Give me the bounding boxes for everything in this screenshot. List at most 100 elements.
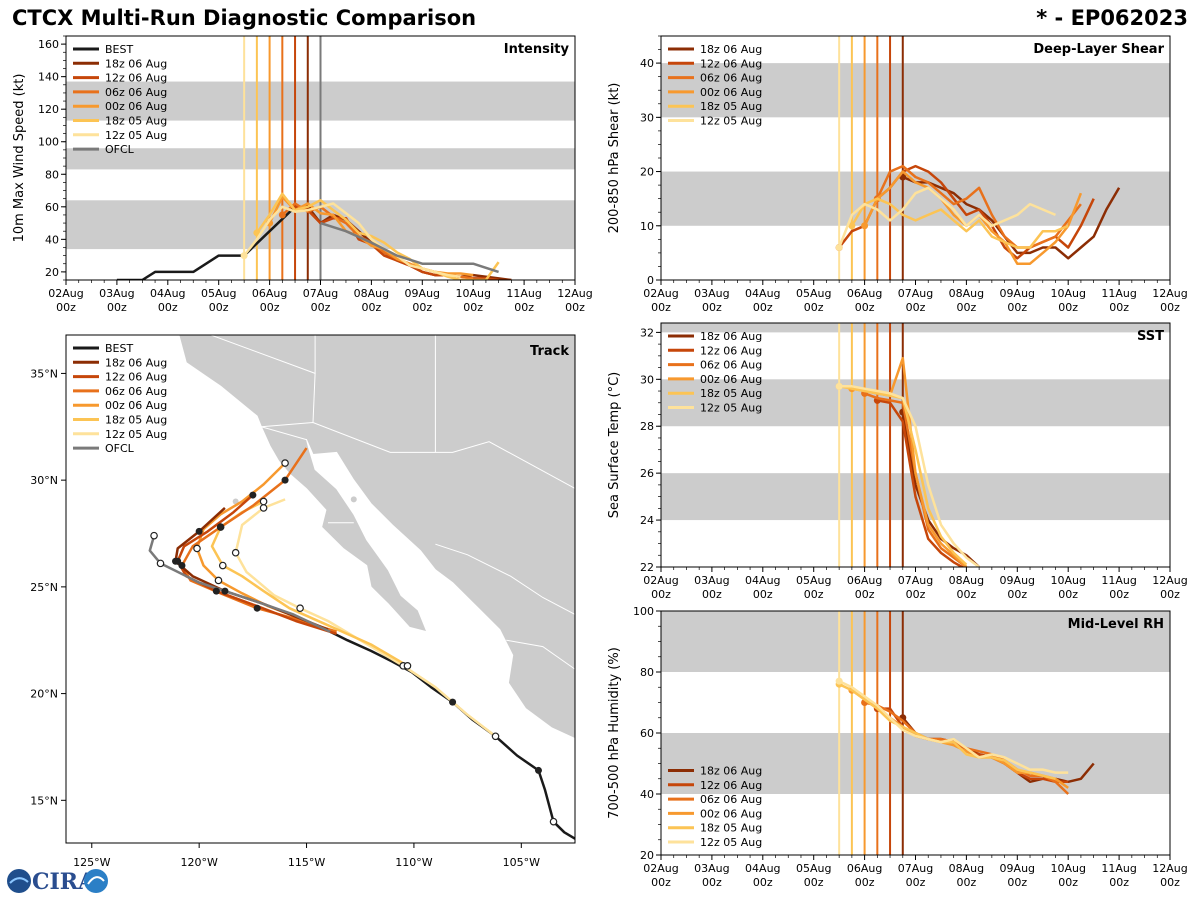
page-title: CTCX Multi-Run Diagnostic Comparison [12, 6, 477, 30]
track-point-open [403, 662, 412, 670]
y-tick-label: 28 [640, 420, 654, 433]
series-line-18z-05-aug [850, 197, 1069, 249]
x-tick-hour: 00z [311, 301, 331, 314]
legend-label-sst: 00z 06 Aug [700, 373, 762, 386]
y-tick-label: 30 [640, 111, 654, 124]
x-tick-label: 11Aug 00z [1101, 862, 1136, 889]
plot-area-sst [661, 323, 1170, 567]
x-tick-hour: 00z [1160, 301, 1180, 314]
x-tick-hour: 00z [906, 301, 926, 314]
x-tick-label: 03Aug 00z [694, 862, 729, 889]
legend-label-intensity: 06z 06 Aug [105, 86, 167, 99]
x-tick-date: 08Aug [949, 862, 984, 875]
x-tick-label: 06Aug 00z [252, 287, 287, 314]
series-line-12z-05-aug [243, 202, 461, 278]
map-border-state [209, 335, 316, 423]
threshold-band [661, 733, 1170, 794]
series-line-06z-06-aug [876, 164, 1082, 249]
x-tick-date: 06Aug [847, 574, 882, 587]
x-tick-date: 12Aug [1152, 574, 1187, 587]
legend-label-intensity: 12z 05 Aug [105, 129, 167, 142]
x-tick-date: 02Aug [643, 287, 678, 300]
x-tick-label: 115°W [288, 856, 325, 869]
x-tick-label: 09Aug 00z [1000, 574, 1035, 601]
threshold-band [661, 379, 1170, 427]
track-point-filled [212, 587, 220, 595]
x-tick-label: 04Aug 00z [745, 287, 780, 314]
x-tick-date: 07Aug [898, 574, 933, 587]
axes-frame-track [65, 334, 576, 844]
series-init-marker [240, 252, 248, 260]
threshold-band [661, 323, 1170, 333]
series-line-12z-05-aug [837, 186, 1056, 248]
series-line-12z-05-aug [839, 385, 980, 567]
x-tick-label: 110°W [395, 856, 432, 869]
x-tick-hour: 00z [957, 588, 977, 601]
x-tick-label: 07Aug 00z [898, 574, 933, 601]
y-axis-label: 10m Max Wind Speed (kt) [12, 74, 27, 243]
x-tick-label: 12Aug 00z [1152, 574, 1187, 601]
x-tick-hour: 00z [514, 301, 534, 314]
x-tick-label: 08Aug 00z [949, 862, 984, 889]
x-tick-label: 120°W [180, 856, 217, 869]
map-land-mainland [178, 335, 575, 740]
x-tick-date: 03Aug [99, 287, 134, 300]
series-line-ofcl [320, 221, 499, 274]
x-tick-date: 11Aug [1101, 574, 1136, 587]
legend-label-intensity: OFCL [105, 143, 135, 156]
x-tick-date: 04Aug [745, 862, 780, 875]
x-tick-date: 07Aug [898, 287, 933, 300]
series-init-marker [835, 243, 843, 251]
series-init-marker [835, 382, 843, 390]
legend-label-shear: 12z 06 Aug [700, 57, 762, 70]
map-border-us-mexico [261, 421, 575, 490]
x-tick-hour: 00z [260, 301, 280, 314]
series-line-12z-05-aug [838, 679, 1069, 774]
x-tick-date: 11Aug [506, 287, 541, 300]
x-tick-date: 11Aug [1101, 287, 1136, 300]
cira-badge-swirl-icon [87, 876, 105, 885]
x-tick-label: 08Aug 00z [949, 287, 984, 314]
x-tick-label: 11Aug 00z [1101, 287, 1136, 314]
x-tick-label: 10Aug 00z [1050, 862, 1085, 889]
x-tick-date: 08Aug [949, 287, 984, 300]
track-line-ofcl [148, 535, 331, 633]
x-tick-label: 02Aug 00z [643, 287, 678, 314]
x-tick-hour: 00z [1109, 301, 1129, 314]
x-tick-hour: 00z [1058, 876, 1078, 889]
x-tick-date: 06Aug [252, 287, 287, 300]
x-tick-hour: 00z [702, 876, 722, 889]
x-tick-hour: 00z [702, 301, 722, 314]
map-border-state [435, 543, 575, 616]
y-axis-label: Sea Surface Temp (°C) [607, 372, 622, 519]
y-tick-label: 22 [640, 561, 654, 574]
y-tick-label: 30 [640, 373, 654, 386]
x-tick-hour: 00z [463, 301, 483, 314]
x-tick-hour: 00z [1007, 876, 1027, 889]
map-land-baja [260, 426, 428, 633]
x-tick-label: 04Aug 00z [745, 574, 780, 601]
panel-label: Intensity [504, 42, 570, 57]
cira-badge-icon [84, 869, 108, 893]
x-tick-label: 10Aug 00z [1050, 574, 1085, 601]
x-tick-label: 03Aug 00z [99, 287, 134, 314]
y-tick-label: 60 [640, 727, 654, 740]
y-tick-label: 100 [38, 136, 59, 149]
x-tick-hour: 00z [565, 301, 585, 314]
x-tick-hour: 00z [753, 876, 773, 889]
x-tick-hour: 00z [702, 588, 722, 601]
x-tick-hour: 00z [753, 301, 773, 314]
legend-label-rh: 12z 06 Aug [700, 779, 762, 792]
x-tick-label: 06Aug 00z [847, 862, 882, 889]
x-tick-date: 08Aug [354, 287, 389, 300]
legend-label-sst: 12z 06 Aug [700, 344, 762, 357]
x-tick-label: 03Aug 00z [694, 287, 729, 314]
x-tick-label: 08Aug 00z [949, 574, 984, 601]
legend-label-track: 00z 06 Aug [105, 399, 167, 412]
y-tick-label: 35°N [30, 367, 58, 380]
legend-label-intensity: BEST [105, 43, 133, 56]
x-tick-hour: 00z [651, 876, 671, 889]
